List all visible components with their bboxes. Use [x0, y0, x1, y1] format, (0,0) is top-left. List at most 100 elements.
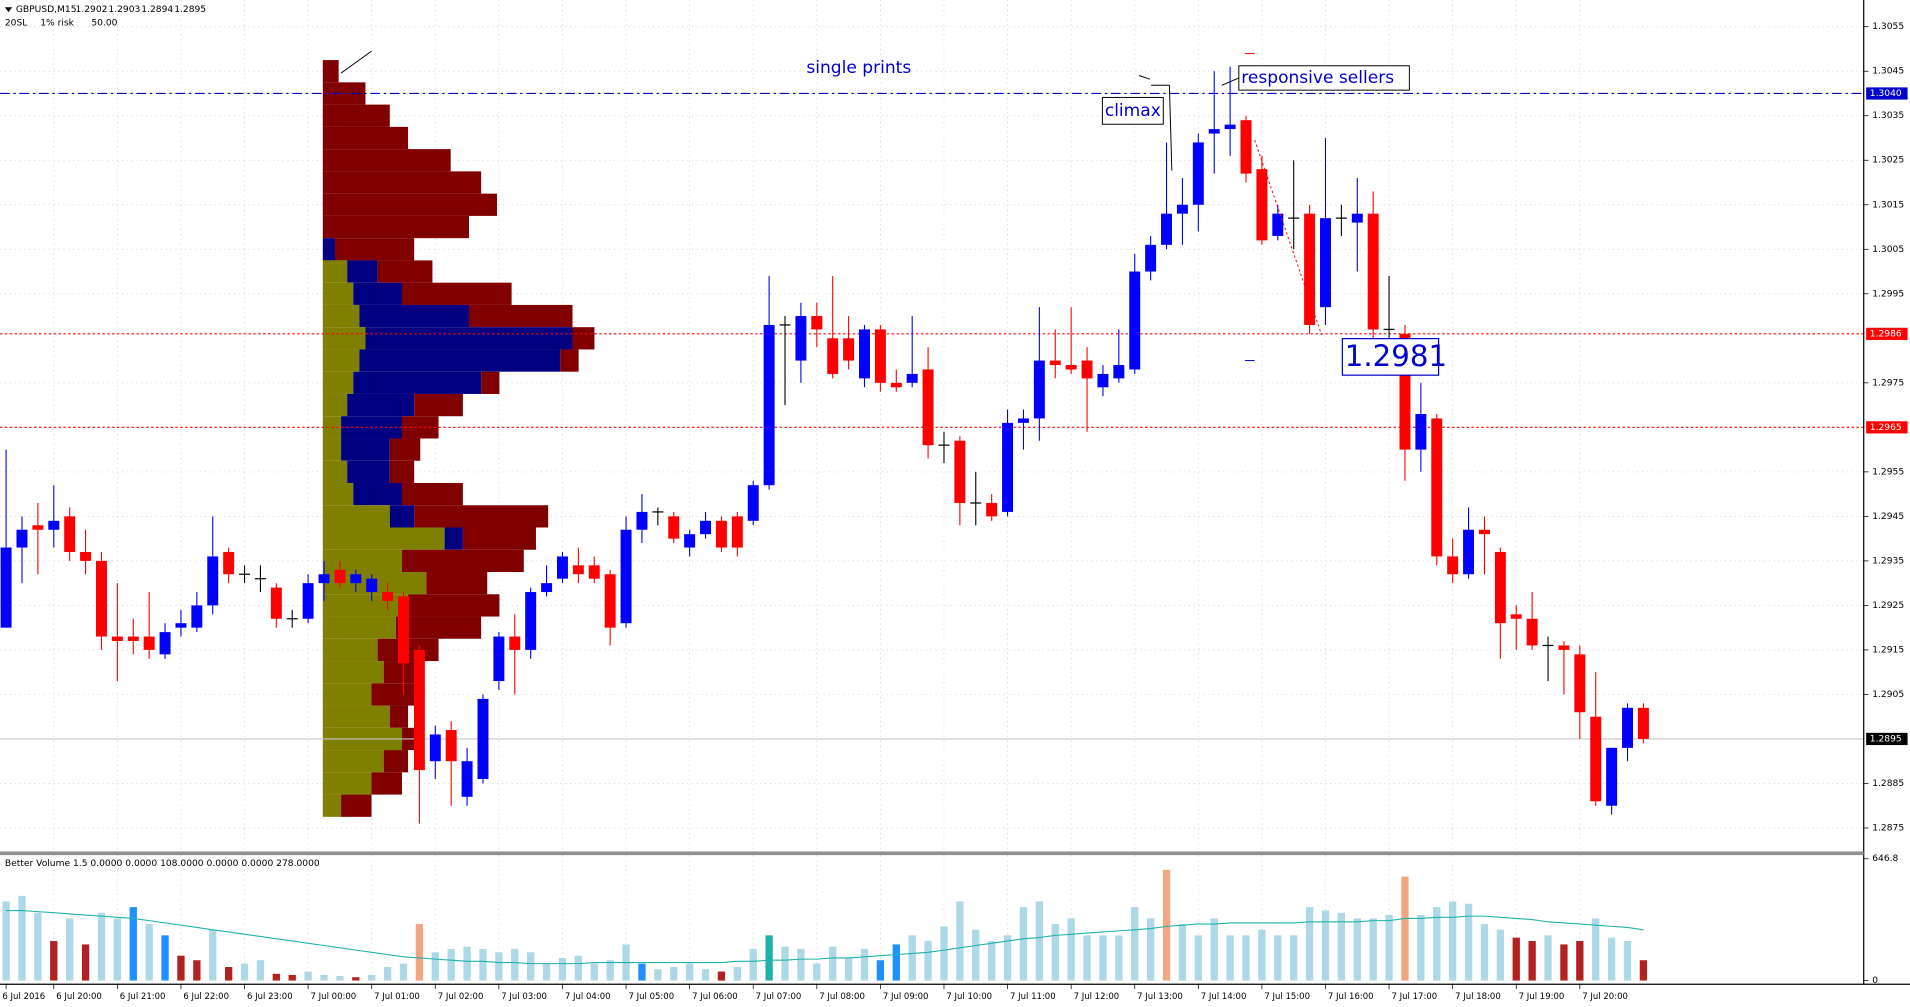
candle-body: [413, 649, 425, 771]
candle-body: [334, 569, 346, 584]
candle-body: [1113, 365, 1125, 379]
volume-bar: [193, 960, 201, 981]
x-tick-label: 7 Jul 20:00: [1582, 992, 1628, 1002]
y-tick-label: 1.2975: [1872, 378, 1904, 388]
volume-bar: [1592, 918, 1600, 981]
volume-bar: [113, 918, 122, 981]
candle-body: [1590, 716, 1602, 802]
profile-bar: [322, 772, 372, 795]
climax: climax: [1105, 101, 1161, 121]
candle-body: [1272, 213, 1284, 236]
price-level-box: [1866, 87, 1908, 100]
volume-bar: [574, 955, 583, 981]
drawing-line: [1138, 75, 1151, 80]
candle-body: [954, 440, 966, 504]
candle-body: [890, 382, 902, 388]
profile-bar: [414, 393, 463, 417]
volume-bar: [81, 944, 90, 981]
profile-bar: [572, 327, 595, 350]
volume-bar: [1512, 937, 1520, 981]
profile-bar: [322, 260, 348, 283]
profile-bar: [322, 661, 384, 684]
volume-bar: [431, 952, 439, 981]
volume-bar: [876, 960, 885, 981]
candle-body: [1463, 529, 1475, 575]
candle-body: [604, 574, 616, 628]
profile-bar: [334, 238, 415, 261]
volume-bar: [495, 952, 503, 981]
candle-body: [1478, 529, 1490, 535]
profile-bar: [371, 772, 402, 795]
profile-bar: [322, 527, 445, 550]
profile-bar: [401, 282, 512, 305]
profile-bar: [322, 60, 339, 83]
volume-bar: [1496, 929, 1505, 981]
candle-body: [556, 556, 568, 579]
candle-body: [80, 551, 92, 561]
volume-bar: [1623, 941, 1632, 981]
volume-bar: [34, 912, 42, 981]
volume-bar: [1242, 935, 1250, 981]
responsive-sellers: responsive sellers: [1241, 68, 1394, 88]
menu-triangle[interactable]: [4, 7, 13, 13]
x-tick-label: 6 Jul 20:00: [56, 992, 102, 1002]
candle-body: [668, 516, 680, 539]
profile-bar: [322, 750, 384, 773]
candle-body: [175, 623, 187, 628]
candle-body: [191, 605, 203, 628]
volume-bar: [1401, 876, 1409, 981]
profile-bar: [322, 327, 366, 350]
y-tick-label: 1.2935: [1872, 556, 1904, 566]
volume-bar: [1146, 918, 1155, 981]
profile-bar: [322, 371, 354, 394]
candle-body: [1224, 124, 1236, 130]
candle-body: [525, 592, 537, 650]
open: 1.2902: [76, 5, 108, 15]
candle-body: [541, 583, 553, 593]
candle-body: [1081, 360, 1093, 379]
profile-bar: [322, 238, 335, 261]
candle-body: [207, 556, 219, 606]
x-tick-label: 7 Jul 08:00: [819, 992, 865, 1002]
volume-bar: [829, 946, 837, 981]
candle-body: [811, 316, 823, 330]
x-tick-label: 7 Jul 13:00: [1137, 992, 1183, 1002]
volume-bar: [1337, 912, 1346, 981]
volume-bar: [1178, 924, 1187, 981]
volume-bar: [1274, 935, 1282, 981]
volume-bar: [383, 967, 392, 981]
candle-body: [1637, 707, 1649, 739]
candle-body: [636, 511, 648, 530]
climax-box: [1101, 96, 1164, 125]
volume-bar: [447, 948, 455, 981]
volume-bar: [272, 973, 280, 981]
volume-bar: [1258, 929, 1266, 981]
candle-body: [16, 529, 28, 548]
volume-bar: [908, 935, 916, 981]
profile-bar: [481, 371, 500, 394]
drawing-line: [1151, 84, 1173, 171]
volume-bar: [1528, 941, 1536, 981]
candle-body: [684, 534, 696, 548]
candle-body: [874, 329, 886, 383]
candle-body: [986, 503, 998, 517]
x-tick-label: 7 Jul 11:00: [1010, 992, 1056, 1002]
volume-bar: [288, 974, 296, 981]
close: 1.2895: [174, 5, 206, 15]
candle-body: [1145, 244, 1157, 272]
candle-body: [64, 516, 76, 552]
volume-bar: [924, 941, 932, 981]
candle-body: [843, 338, 855, 361]
profile-bar: [322, 616, 396, 639]
y-tick-label: 1.3005: [1872, 245, 1904, 255]
profile-bar: [347, 393, 415, 417]
profile-bar: [322, 705, 390, 728]
volume-bar: [654, 969, 662, 981]
profile-bar: [395, 616, 482, 639]
candle-body: [1622, 707, 1634, 748]
x-tick-label: 7 Jul 10:00: [946, 992, 992, 1002]
price-label: 1.2981: [1345, 339, 1447, 373]
candle-body: [1129, 271, 1141, 370]
